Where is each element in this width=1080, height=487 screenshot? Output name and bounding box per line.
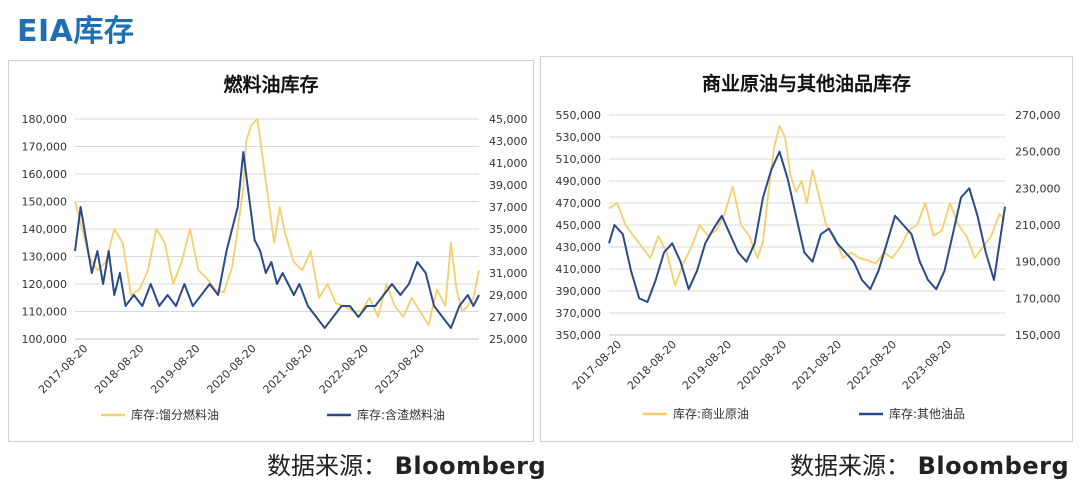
x-tick-label: 2019-08-20 <box>148 342 202 396</box>
crude-oil-chart: 商业原油与其他油品库存 350,000 370,000 390,000 410,000 4… <box>556 72 1061 421</box>
x-tick-label: 2017-08-20 <box>570 338 624 392</box>
x-tick-label: 2022-08-20 <box>317 342 371 396</box>
fuel-oil-chart-panel: 燃料油库存 100,000 110,000 120,000 130,000 140,000… <box>8 60 534 442</box>
y-right-tick-label: 33,000 <box>489 245 528 258</box>
x-tick-label: 2023-08-20 <box>373 342 427 396</box>
y-right-tick-label: 230,000 <box>1015 182 1061 195</box>
legend-label-1: 库存:馏分燃料油 <box>131 407 219 422</box>
x-tick-label: 2021-08-20 <box>790 338 844 392</box>
y-left-tick-label: 130,000 <box>22 251 68 264</box>
chart-title: 燃料油库存 <box>223 73 318 96</box>
x-tick-label: 2020-08-20 <box>204 342 258 396</box>
y-left-tick-label: 100,000 <box>22 333 68 346</box>
x-tick-label: 2017-08-20 <box>36 342 90 396</box>
y-left-tick-label: 510,000 <box>556 153 602 166</box>
x-tick-label: 2020-08-20 <box>735 338 789 392</box>
page-title: EIA库存 <box>17 14 135 49</box>
source-brand: Bloomberg <box>394 452 547 480</box>
legend-label-2: 库存:含渣燃料油 <box>357 407 445 422</box>
x-tick-label: 2018-08-20 <box>625 338 679 392</box>
y-right-tick-label: 210,000 <box>1015 219 1061 232</box>
fuel-oil-chart: 燃料油库存 100,000 110,000 120,000 130,000 140,000… <box>22 73 528 422</box>
x-tick-label: 2022-08-20 <box>845 338 899 392</box>
series-line-2 <box>608 150 1006 303</box>
source-label: 数据来源： <box>267 452 387 480</box>
y-left-tick-label: 410,000 <box>556 263 602 276</box>
y-right-tick-label: 39,000 <box>489 179 528 192</box>
series-line-1 <box>74 118 480 327</box>
y-left-tick-label: 170,000 <box>22 141 68 154</box>
source-note-right: 数据来源： Bloomberg <box>790 446 1069 481</box>
y-right-tick-label: 35,000 <box>489 223 528 236</box>
legend-label-1: 库存:商业原油 <box>673 406 749 421</box>
y-right-tick-label: 150,000 <box>1015 329 1061 342</box>
y-left-tick-label: 370,000 <box>556 307 602 320</box>
y-right-tick-label: 250,000 <box>1015 146 1061 159</box>
legend-label-2: 库存:其他油品 <box>889 406 965 421</box>
source-note-left: 数据来源： Bloomberg <box>267 446 546 481</box>
y-right-tick-label: 37,000 <box>489 201 528 214</box>
y-right-tick-label: 27,000 <box>489 311 528 324</box>
y-left-tick-label: 490,000 <box>556 175 602 188</box>
y-right-tick-label: 170,000 <box>1015 292 1061 305</box>
y-left-tick-label: 180,000 <box>22 113 68 126</box>
y-right-tick-label: 43,000 <box>489 135 528 148</box>
y-right-tick-label: 270,000 <box>1015 109 1061 122</box>
y-right-tick-label: 29,000 <box>489 289 528 302</box>
x-tick-label: 2019-08-20 <box>680 338 734 392</box>
y-right-tick-label: 41,000 <box>489 157 528 170</box>
x-tick-label: 2018-08-20 <box>92 342 146 396</box>
y-left-tick-label: 110,000 <box>22 306 68 319</box>
series-line-2 <box>74 151 480 329</box>
y-left-tick-label: 430,000 <box>556 241 602 254</box>
source-brand: Bloomberg <box>917 452 1070 480</box>
series-line-1 <box>608 125 1006 287</box>
crude-oil-chart-panel: 商业原油与其他油品库存 350,000 370,000 390,000 410,000 4… <box>540 56 1073 442</box>
x-tick-label: 2023-08-20 <box>900 338 954 392</box>
y-left-tick-label: 550,000 <box>556 109 602 122</box>
y-left-tick-label: 470,000 <box>556 197 602 210</box>
y-left-tick-label: 530,000 <box>556 131 602 144</box>
y-right-tick-label: 25,000 <box>489 333 528 346</box>
y-left-tick-label: 120,000 <box>22 278 68 291</box>
y-left-tick-label: 450,000 <box>556 219 602 232</box>
x-tick-label: 2021-08-20 <box>261 342 315 396</box>
y-left-tick-label: 140,000 <box>22 223 68 236</box>
y-left-tick-label: 160,000 <box>22 168 68 181</box>
source-label: 数据来源： <box>790 452 910 480</box>
y-right-tick-label: 45,000 <box>489 113 528 126</box>
chart-title: 商业原油与其他油品库存 <box>702 72 911 95</box>
y-left-tick-label: 390,000 <box>556 285 602 298</box>
y-left-tick-label: 150,000 <box>22 196 68 209</box>
y-right-tick-label: 190,000 <box>1015 256 1061 269</box>
y-right-tick-label: 31,000 <box>489 267 528 280</box>
y-left-tick-label: 350,000 <box>556 329 602 342</box>
